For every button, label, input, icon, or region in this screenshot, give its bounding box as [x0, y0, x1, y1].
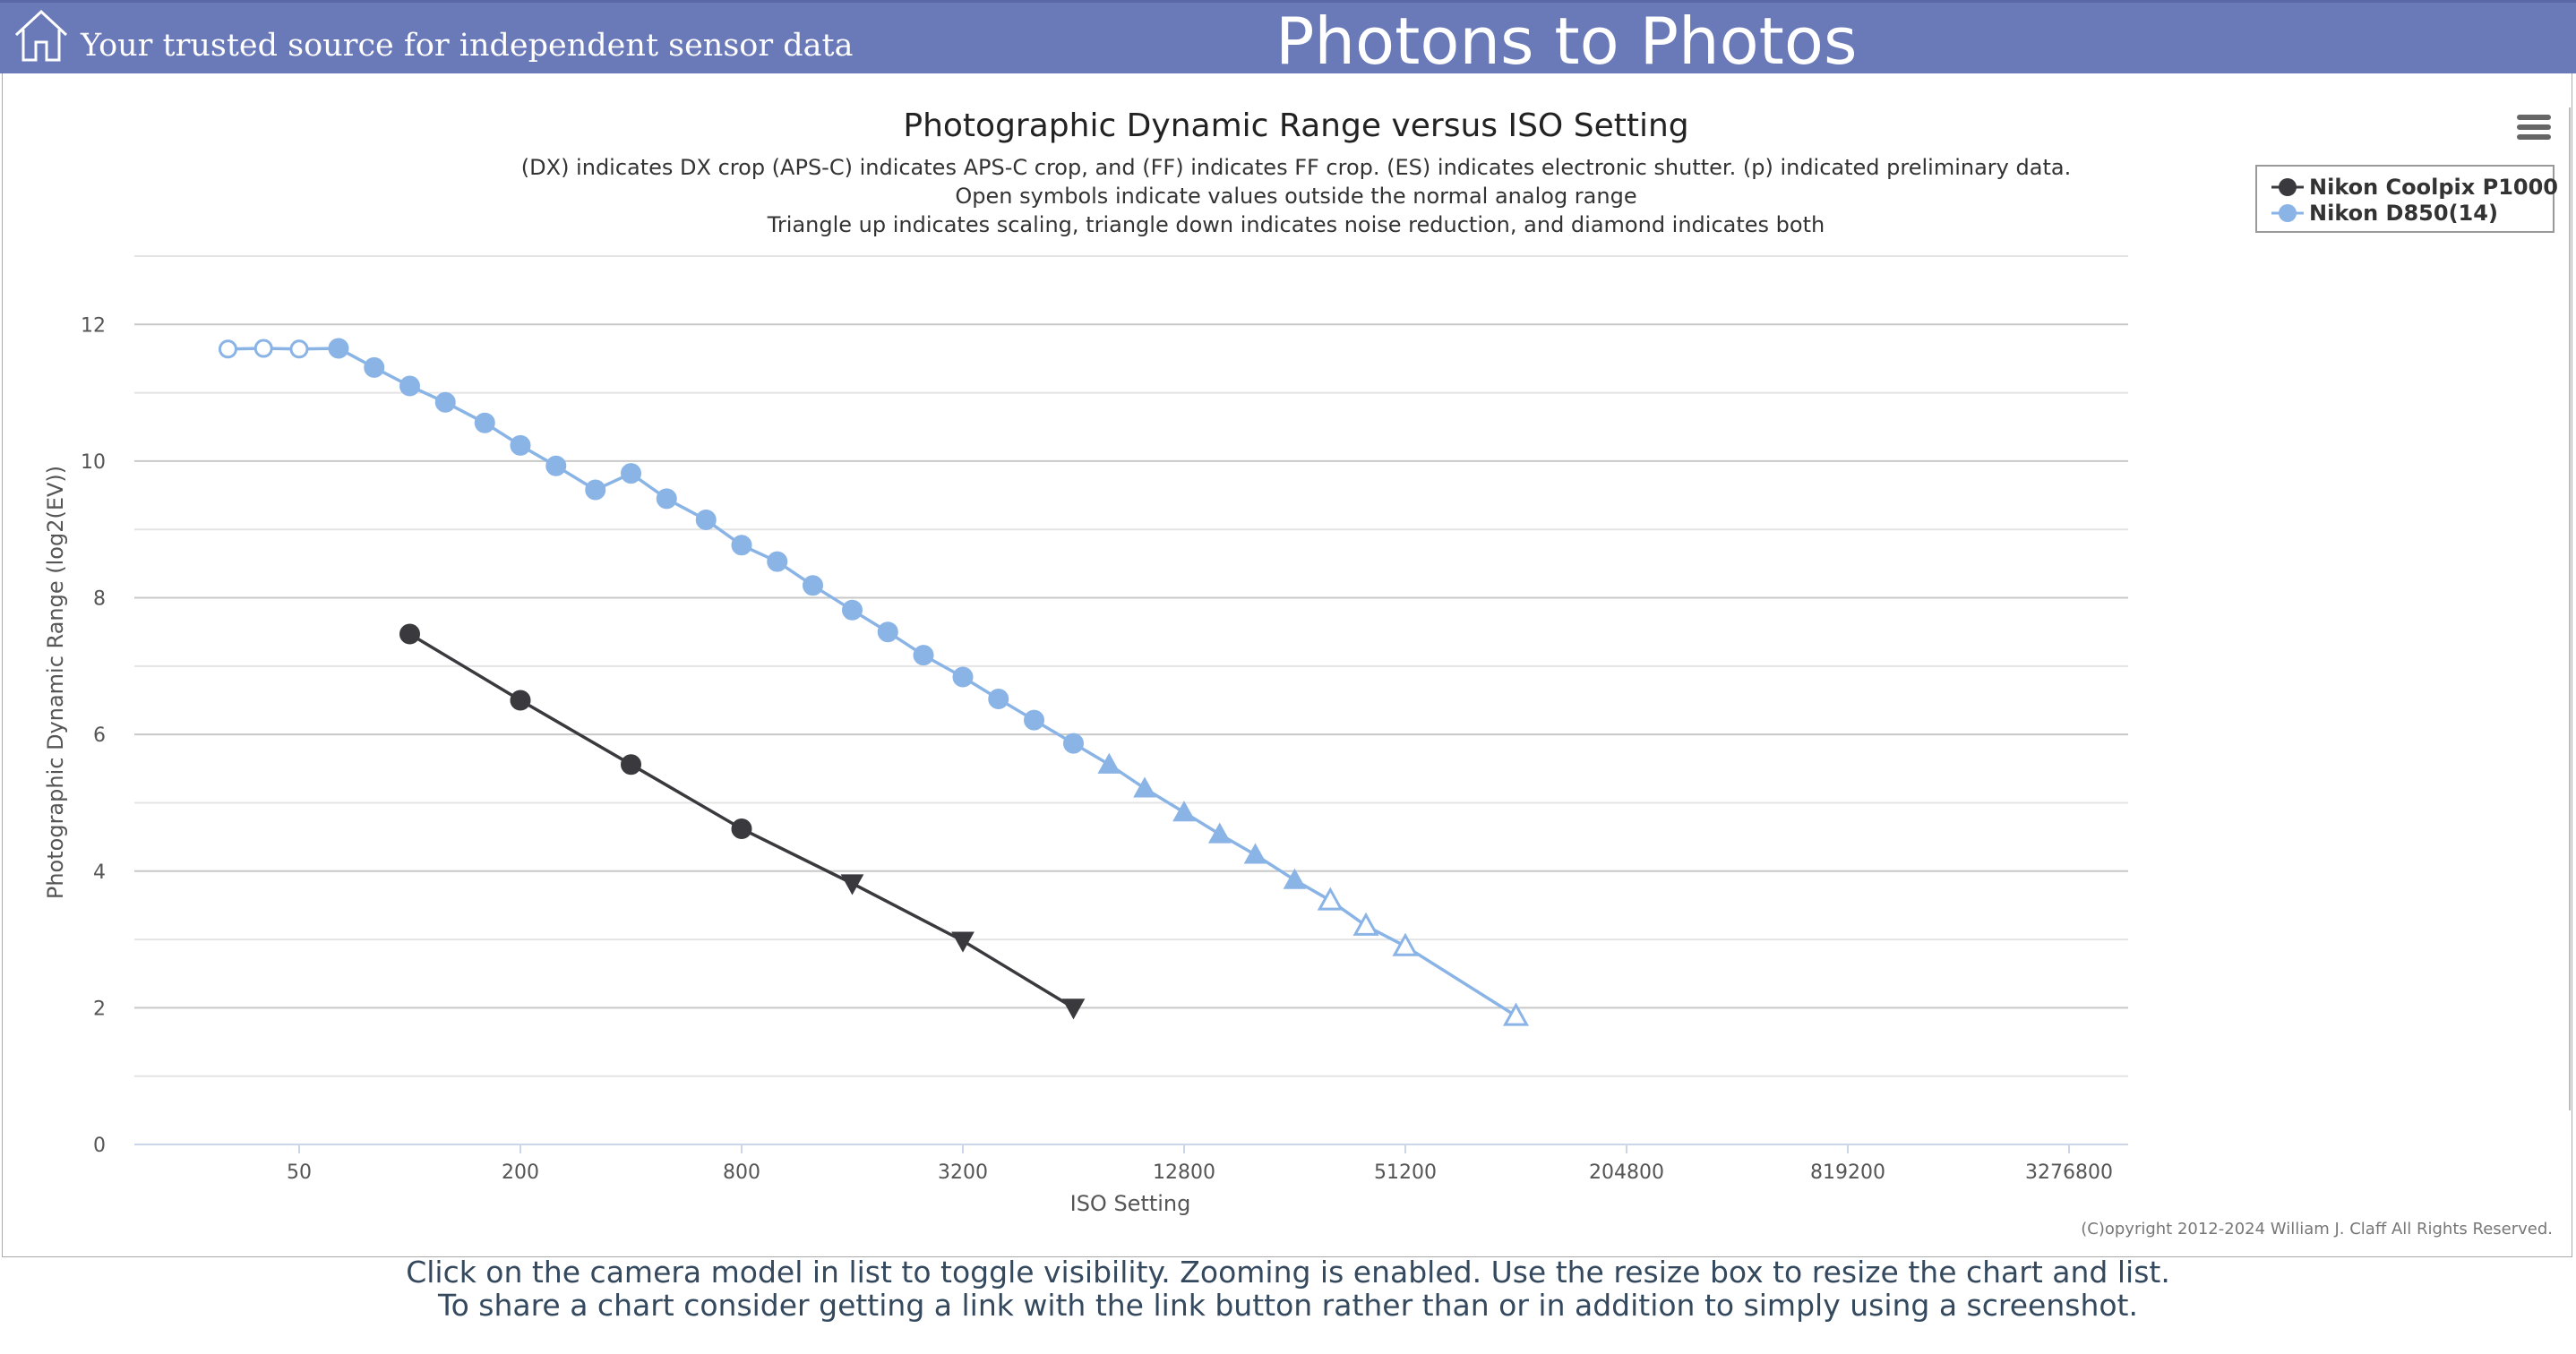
x-tick-label: 51200 [1374, 1161, 1437, 1184]
chart-subtitle-line-1: (DX) indicates DX crop (APS-C) indicates… [521, 155, 2071, 180]
y-tick-label: 6 [93, 724, 106, 747]
series-layer [218, 338, 1530, 1026]
data-point[interactable] [1061, 998, 1086, 1020]
data-point[interactable] [988, 688, 1009, 709]
series-nikon-coolpix-p1000[interactable] [399, 623, 1086, 1020]
x-tick-label: 12800 [1153, 1161, 1215, 1184]
x-tick-label: 3276800 [2025, 1161, 2113, 1184]
data-point[interactable] [1283, 868, 1307, 889]
data-point[interactable] [842, 599, 863, 621]
plot-grid [134, 255, 2128, 1145]
home-icon[interactable] [13, 6, 70, 64]
data-point[interactable] [621, 754, 641, 776]
x-tick-label: 3200 [938, 1161, 988, 1184]
chart-subtitle-line-3: Triangle up indicates scaling, triangle … [767, 212, 1825, 237]
usage-note: Click on the camera model in list to tog… [0, 1255, 2576, 1322]
data-point[interactable] [474, 412, 495, 433]
x-tick-label: 204800 [1589, 1161, 1664, 1184]
data-point[interactable] [731, 818, 752, 839]
data-point[interactable] [1207, 822, 1232, 844]
data-point[interactable] [621, 463, 641, 484]
x-tick-label: 819200 [1810, 1161, 1885, 1184]
hamburger-menu-icon[interactable] [2513, 109, 2555, 145]
legend-label: Nikon Coolpix P1000 [2309, 175, 2559, 200]
data-point[interactable] [399, 623, 420, 645]
data-point[interactable] [545, 455, 567, 476]
data-point[interactable] [656, 488, 677, 510]
data-point[interactable] [510, 690, 531, 711]
data-point[interactable] [1024, 709, 1045, 731]
legend-label: Nikon D850(14) [2309, 201, 2498, 226]
data-point[interactable] [840, 874, 864, 896]
data-point[interactable] [695, 510, 717, 531]
usage-note-line-1: Click on the camera model in list to tog… [406, 1255, 2170, 1290]
y-tick-label: 4 [93, 861, 106, 884]
legend-symbol-circle-dark [2271, 178, 2304, 196]
chart-subtitle-line-2: Open symbols indicate values outside the… [955, 184, 1636, 209]
data-point[interactable] [803, 575, 824, 596]
site-title[interactable]: Photons to Photos [1275, 4, 1858, 79]
data-point[interactable] [1392, 932, 1419, 956]
data-point[interactable] [877, 621, 898, 643]
site-tagline: Your trusted source for independent sens… [81, 28, 854, 64]
y-tick-label: 8 [93, 588, 106, 611]
chart-legend: Nikon Coolpix P1000 Nikon D850(14) [2255, 165, 2559, 233]
data-point[interactable] [1243, 843, 1267, 864]
series-nikon-d850[interactable] [218, 338, 1530, 1026]
data-point[interactable] [913, 645, 934, 666]
x-axis-ticks: 50 200 800 3200 12800 51200 204800 819200 327680… [287, 1144, 2113, 1184]
data-point[interactable] [434, 391, 456, 413]
chart-title: Photographic Dynamic Range versus ISO Se… [903, 107, 1688, 144]
y-tick-label: 0 [93, 1135, 106, 1157]
data-point[interactable] [1502, 1002, 1530, 1026]
y-tick-label: 10 [81, 451, 106, 474]
data-point[interactable] [510, 434, 531, 456]
data-point[interactable] [328, 338, 349, 359]
series-line [228, 347, 1517, 1017]
data-point[interactable] [1097, 752, 1121, 774]
dynamic-range-chart[interactable]: Photographic Dynamic Range versus ISO Se… [0, 0, 2576, 1254]
data-point[interactable] [364, 356, 385, 378]
data-point[interactable] [1063, 733, 1084, 754]
data-point[interactable] [1172, 801, 1196, 822]
x-tick-label: 50 [287, 1161, 312, 1184]
y-axis-ticks: 0 2 4 6 8 10 12 [81, 314, 106, 1157]
y-tick-label: 12 [81, 314, 106, 337]
chart-container [2, 73, 2572, 1257]
data-point[interactable] [218, 339, 237, 359]
data-point[interactable] [399, 375, 420, 397]
data-point[interactable] [1317, 887, 1344, 911]
data-point[interactable] [585, 479, 606, 501]
x-axis-title: ISO Setting [1070, 1191, 1191, 1216]
data-point[interactable] [767, 551, 788, 572]
site-header: Your trusted source for independent sens… [0, 0, 2576, 79]
data-point[interactable] [1133, 776, 1156, 798]
usage-note-line-2: To share a chart consider getting a link… [438, 1288, 2138, 1323]
data-point[interactable] [253, 338, 273, 358]
resize-handle[interactable] [2569, 107, 2576, 1110]
y-axis-title: Photographic Dynamic Range (log2(EV)) [43, 466, 68, 899]
data-point[interactable] [1352, 912, 1379, 936]
copyright-credit: (C)opyright 2012-2024 William J. Claff A… [2081, 1220, 2553, 1238]
x-tick-label: 200 [502, 1161, 539, 1184]
x-tick-label: 800 [723, 1161, 760, 1184]
data-point[interactable] [951, 931, 975, 953]
y-tick-label: 2 [93, 998, 106, 1020]
data-point[interactable] [289, 339, 309, 359]
data-point[interactable] [731, 535, 752, 556]
data-point[interactable] [952, 666, 974, 688]
legend-symbol-circle-blue [2271, 204, 2304, 222]
